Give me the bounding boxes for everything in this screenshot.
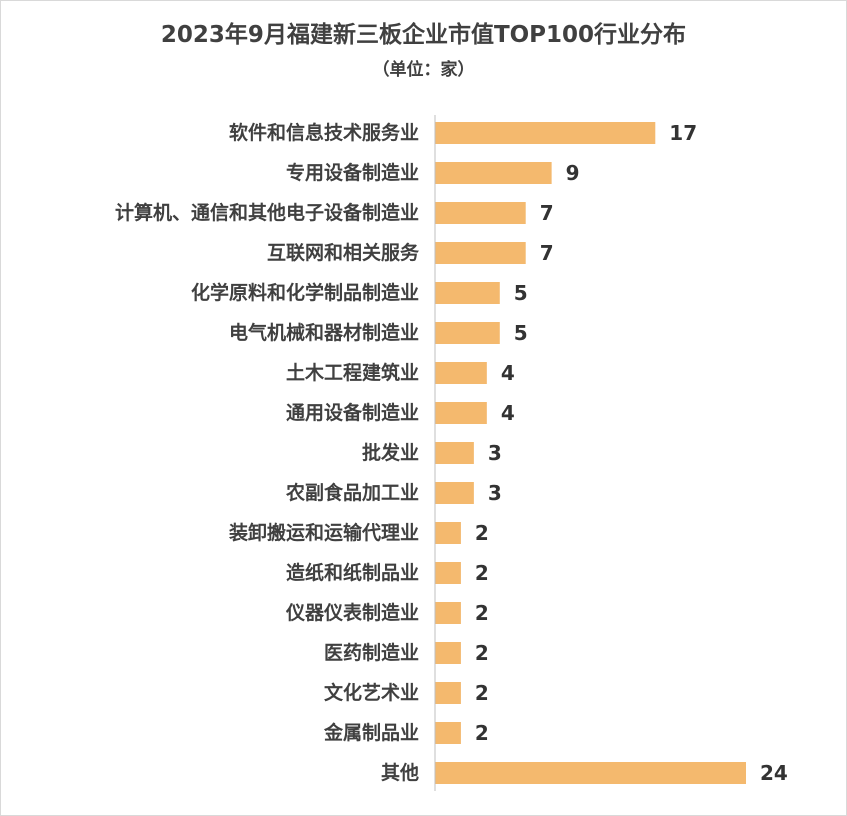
bar [435,242,526,264]
category-label: 批发业 [362,441,419,464]
category-label: 金属制品业 [323,721,419,744]
data-label: 7 [540,241,554,265]
data-label: 17 [669,121,697,145]
bar [435,762,746,784]
category-label: 电气机械和器材制造业 [229,321,419,344]
data-label: 3 [488,441,502,465]
data-label: 4 [501,361,515,385]
bar [435,442,474,464]
category-label: 计算机、通信和其他电子设备制造业 [115,201,419,224]
category-label: 其他 [381,761,419,784]
bar [435,482,474,504]
bar [435,402,487,424]
data-label: 2 [475,521,489,545]
data-label: 2 [475,601,489,625]
bar [435,602,461,624]
bar [435,162,552,184]
category-label: 通用设备制造业 [286,401,419,424]
data-label: 2 [475,561,489,585]
category-label: 医药制造业 [324,641,419,664]
bar [435,322,500,344]
data-label: 4 [501,401,515,425]
category-label: 造纸和纸制品业 [286,561,419,584]
bar [435,562,461,584]
chart-title: 2023年9月福建新三板企业市值TOP100行业分布 [160,22,687,48]
category-label: 互联网和相关服务 [267,241,420,264]
bar [435,362,487,384]
bar [435,522,461,544]
data-label: 5 [514,321,528,345]
data-label: 2 [475,641,489,665]
category-label: 专用设备制造业 [286,161,419,184]
bar [435,202,526,224]
category-label: 文化艺术业 [324,681,419,704]
data-label: 9 [566,161,580,185]
bar [435,682,461,704]
bar [435,642,461,664]
data-label: 3 [488,481,502,505]
bar [435,722,461,744]
category-label: 装卸搬运和运输代理业 [228,521,419,544]
category-label: 仪器仪表制造业 [285,601,419,624]
chart-subtitle: （单位：家） [372,60,475,80]
data-label: 24 [760,761,788,785]
category-label: 软件和信息技术服务业 [229,121,419,144]
data-label: 5 [514,281,528,305]
bar [435,122,656,144]
category-label: 土木工程建筑业 [286,361,419,384]
data-label: 7 [540,201,554,225]
data-label: 2 [475,721,489,745]
bar [435,282,500,304]
category-label: 化学原料和化学制品制造业 [191,281,419,304]
data-label: 2 [475,681,489,705]
category-label: 农副食品加工业 [285,481,419,504]
